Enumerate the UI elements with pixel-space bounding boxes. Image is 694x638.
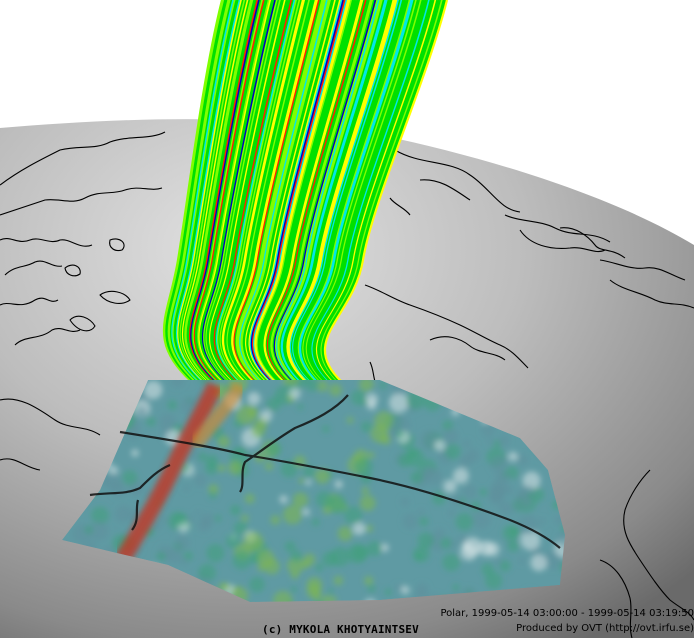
magnetic-field-lines bbox=[162, 0, 449, 386]
polar-auroral-image bbox=[62, 380, 565, 602]
image-overlay-coastlines bbox=[89, 394, 561, 549]
producer-credit: Produced by OVT (http://ovt.irfu.se) bbox=[516, 623, 694, 634]
field-line bbox=[323, 0, 449, 386]
copyright-credit: (c) MYKOLA KHOTYAINTSEV bbox=[262, 623, 419, 636]
satellite-time-range: Polar, 1999-05-14 03:00:00 - 1999-05-14 … bbox=[440, 608, 694, 619]
